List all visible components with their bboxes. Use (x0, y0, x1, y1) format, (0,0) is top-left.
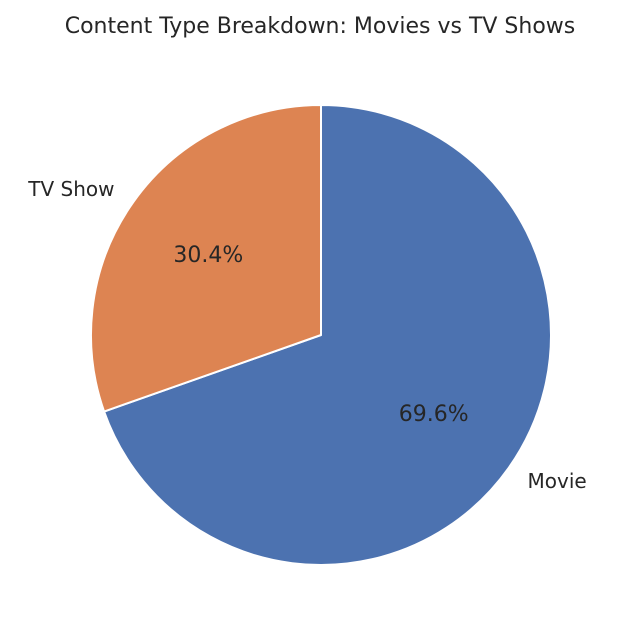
pie-category-label: TV Show (27, 177, 114, 201)
pie-slice-movie (103, 104, 552, 566)
pie-labels: 69.6% Movie 30.4% TV Show (27, 177, 586, 493)
pie-slice-tv-show (90, 104, 322, 413)
pie-category-label: Movie (528, 469, 587, 493)
pie-percent-label: 69.6% (399, 402, 469, 427)
chart-title: Content Type Breakdown: Movies vs TV Sho… (65, 14, 576, 39)
pie-slices (90, 104, 552, 566)
pie-percent-label: 30.4% (173, 243, 243, 268)
